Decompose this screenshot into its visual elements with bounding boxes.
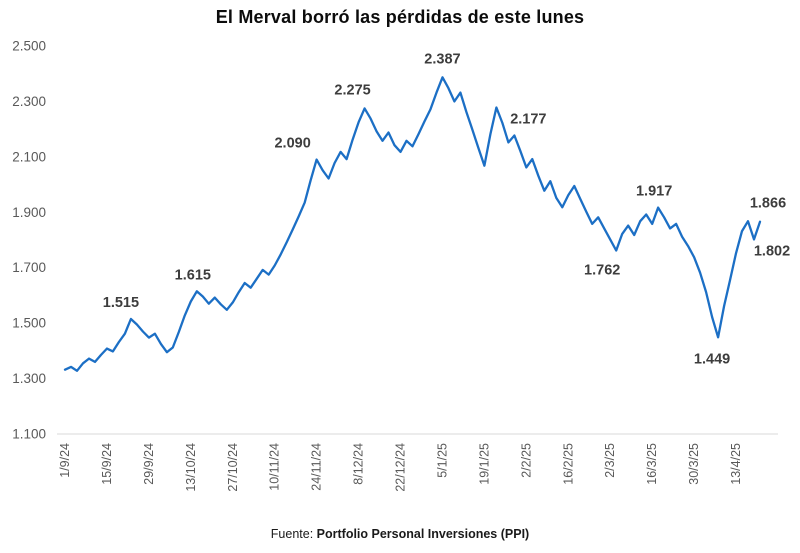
x-tick-label: 13/10/24 bbox=[184, 443, 198, 492]
x-tick-label: 27/10/24 bbox=[226, 443, 240, 492]
x-tick-label: 30/3/25 bbox=[687, 443, 701, 485]
x-tick-label: 2/3/25 bbox=[603, 443, 617, 478]
merval-line-chart: 2.500 2.300 2.100 1.900 1.700 1.500 1.300 1.100… bbox=[12, 39, 790, 492]
y-tick-label: 1.100 bbox=[12, 427, 46, 442]
x-tick-label: 19/1/25 bbox=[477, 443, 491, 485]
y-tick-label: 1.300 bbox=[12, 371, 46, 386]
annotation-1.866: 1.866 bbox=[750, 196, 786, 212]
x-tick-label: 16/3/25 bbox=[645, 443, 659, 485]
chart-title: El Merval borró las pérdidas de este lun… bbox=[215, 7, 585, 27]
x-tick-label: 24/11/24 bbox=[310, 443, 324, 491]
x-tick-label: 5/1/25 bbox=[435, 443, 449, 478]
x-tick-label: 10/11/24 bbox=[268, 443, 282, 491]
x-tick-label: 16/2/25 bbox=[561, 443, 575, 485]
y-tick-label: 1.900 bbox=[12, 205, 46, 220]
y-tick-label: 2.100 bbox=[12, 149, 46, 164]
annotation-1.515: 1.515 bbox=[103, 295, 139, 311]
merval-price-line bbox=[63, 76, 762, 372]
annotation-2.387: 2.387 bbox=[424, 51, 460, 67]
annotation-1.917: 1.917 bbox=[636, 184, 672, 200]
annotation-1.449: 1.449 bbox=[694, 351, 730, 367]
x-tick-label: 13/4/25 bbox=[729, 443, 743, 485]
y-tick-label: 1.500 bbox=[12, 316, 46, 331]
annotation-1.762: 1.762 bbox=[584, 263, 620, 279]
source-name: Portfolio Personal Inversiones (PPI) bbox=[316, 527, 530, 541]
x-tick-label: 1/9/24 bbox=[58, 443, 72, 478]
source-line: Fuente: Portfolio Personal Inversiones (… bbox=[0, 527, 800, 541]
y-tick-label: 1.700 bbox=[12, 260, 46, 275]
annotation-1.802: 1.802 bbox=[754, 243, 790, 259]
x-tick-label: 8/12/24 bbox=[352, 443, 366, 485]
annotation-1.615: 1.615 bbox=[175, 267, 211, 283]
source-prefix: Fuente: bbox=[270, 527, 317, 541]
annotation-2.177: 2.177 bbox=[510, 112, 546, 128]
x-tick-label: 29/9/24 bbox=[142, 443, 156, 485]
x-tick-label: 2/2/25 bbox=[519, 443, 533, 478]
annotation-2.275: 2.275 bbox=[334, 82, 370, 98]
x-tick-label: 15/9/24 bbox=[100, 443, 114, 485]
x-tick-label: 22/12/24 bbox=[394, 443, 408, 492]
y-tick-label: 2.500 bbox=[12, 39, 46, 54]
annotation-2.090: 2.090 bbox=[274, 136, 310, 152]
y-tick-label: 2.300 bbox=[12, 94, 46, 109]
